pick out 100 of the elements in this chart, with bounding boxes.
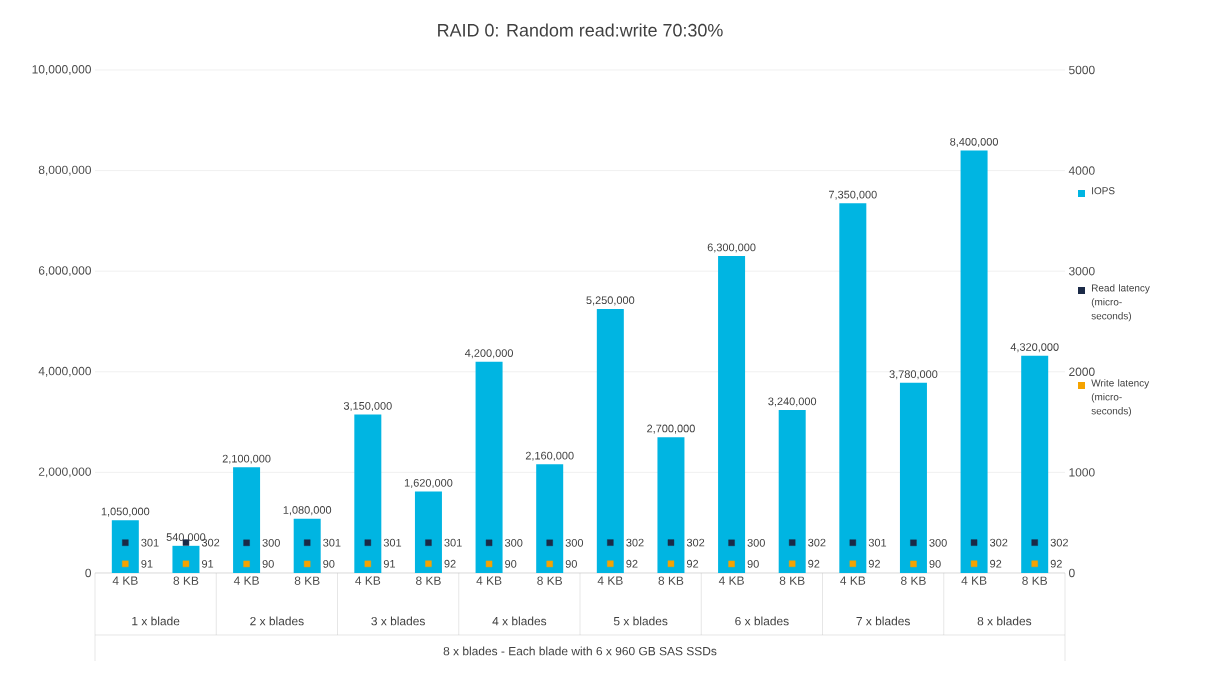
data-label: 302 bbox=[686, 538, 705, 547]
data-label: 302 bbox=[808, 538, 826, 547]
data-label: 3,240,000 bbox=[768, 397, 817, 407]
data-label: 7,350,000 bbox=[829, 190, 877, 200]
data-label: 92 bbox=[868, 559, 880, 568]
bar bbox=[657, 437, 685, 573]
point bbox=[425, 560, 432, 567]
text: 8 x blades - Each blade with 6 x 960 GB SAS SSDs bbox=[443, 646, 717, 656]
point bbox=[485, 539, 493, 546]
data-label: 1,620,000 bbox=[404, 478, 453, 488]
x-tick-label: 4 KB bbox=[597, 576, 623, 585]
point bbox=[546, 539, 553, 546]
point bbox=[1031, 539, 1038, 546]
point bbox=[243, 560, 250, 568]
text: 3 x blades bbox=[371, 616, 425, 626]
data-label: 91 bbox=[141, 559, 153, 568]
y2-tick-label: 0 bbox=[1069, 568, 1075, 578]
data-label: 4,320,000 bbox=[1010, 343, 1059, 353]
legend-label: IOPS bbox=[1092, 187, 1115, 195]
point bbox=[849, 539, 857, 546]
data-label: 90 bbox=[505, 560, 517, 568]
point bbox=[364, 539, 372, 546]
point bbox=[789, 539, 796, 546]
x-tick-label: 8 KB bbox=[779, 576, 805, 585]
data-label: 92 bbox=[1050, 559, 1062, 568]
point bbox=[485, 560, 493, 568]
data-label: 302 bbox=[626, 538, 644, 547]
text: 7 x blades bbox=[856, 616, 910, 626]
point bbox=[667, 560, 675, 567]
point bbox=[182, 560, 190, 568]
data-label: 92 bbox=[990, 559, 1002, 568]
point bbox=[122, 560, 129, 568]
point bbox=[728, 560, 735, 568]
point bbox=[910, 539, 917, 546]
point bbox=[243, 539, 250, 546]
data-label: 302 bbox=[1050, 538, 1068, 547]
bar bbox=[354, 414, 382, 573]
y-tick-label: 6,000,000 bbox=[38, 266, 92, 277]
data-label: 92 bbox=[444, 559, 456, 568]
point bbox=[304, 539, 311, 546]
y2-tick-label: 5000 bbox=[1069, 65, 1095, 75]
data-label: 3,150,000 bbox=[343, 401, 392, 412]
y2-tick-label: 4000 bbox=[1068, 166, 1095, 175]
point bbox=[728, 539, 735, 546]
data-label: 300 bbox=[262, 538, 280, 547]
x-tick-label: 4 KB bbox=[718, 576, 744, 585]
x-tick-label: 8 KB bbox=[294, 576, 320, 585]
bar bbox=[111, 520, 139, 573]
y-tick-label: 0 bbox=[85, 568, 92, 578]
bar bbox=[596, 308, 624, 573]
bar bbox=[536, 464, 564, 573]
bar bbox=[839, 203, 867, 573]
text: 2 x blades bbox=[250, 616, 304, 626]
data-label: 301 bbox=[868, 538, 887, 547]
data-label: 301 bbox=[141, 538, 159, 547]
bar bbox=[899, 382, 927, 573]
data-label: 300 bbox=[747, 538, 765, 547]
point bbox=[849, 560, 857, 567]
y-tick-label: 4,000,000 bbox=[38, 366, 92, 377]
data-label: 92 bbox=[808, 559, 820, 568]
text: 6 x blades bbox=[735, 616, 789, 626]
x-tick-label: 4 KB bbox=[961, 576, 987, 585]
bar bbox=[960, 150, 988, 573]
data-label: 1,050,000 bbox=[101, 507, 150, 517]
text: 5 x blades bbox=[613, 616, 668, 626]
bar bbox=[1021, 355, 1049, 573]
data-label: 90 bbox=[565, 560, 577, 568]
bar bbox=[718, 256, 746, 573]
point bbox=[122, 539, 129, 546]
x-tick-label: 8 KB bbox=[173, 576, 199, 585]
point bbox=[607, 560, 614, 567]
data-label: 301 bbox=[444, 538, 462, 547]
point bbox=[1031, 560, 1038, 567]
legend-label: Read latency (micro-seconds) bbox=[1091, 284, 1150, 322]
data-label: 300 bbox=[929, 538, 947, 547]
bar bbox=[475, 361, 503, 573]
data-label: 300 bbox=[565, 538, 584, 547]
y-tick-label: 10,000,000 bbox=[32, 65, 92, 75]
y-tick-label: 8,000,000 bbox=[38, 165, 92, 176]
data-label: 2,700,000 bbox=[647, 424, 695, 434]
legend-label: Write latency (micro-seconds) bbox=[1091, 379, 1150, 417]
data-label: 301 bbox=[383, 538, 402, 547]
data-label: 90 bbox=[747, 560, 759, 568]
x-tick-label: 8 KB bbox=[537, 576, 563, 585]
data-label: 90 bbox=[929, 560, 941, 568]
point bbox=[667, 539, 675, 546]
bar bbox=[778, 410, 806, 573]
data-label: 2,100,000 bbox=[222, 454, 271, 464]
x-tick-label: 8 KB bbox=[1022, 576, 1048, 585]
data-label: 6,300,000 bbox=[707, 243, 756, 253]
x-tick-label: 4 KB bbox=[112, 576, 138, 585]
text: 8 x blades bbox=[977, 616, 1032, 626]
point bbox=[364, 560, 372, 568]
data-label: 302 bbox=[990, 538, 1008, 547]
x-tick-label: 4 KB bbox=[840, 576, 866, 585]
x-tick-label: 4 KB bbox=[233, 576, 259, 585]
data-label: 2,160,000 bbox=[525, 451, 574, 461]
bar bbox=[233, 467, 261, 573]
point bbox=[546, 560, 553, 568]
data-label: 8,400,000 bbox=[950, 137, 999, 147]
